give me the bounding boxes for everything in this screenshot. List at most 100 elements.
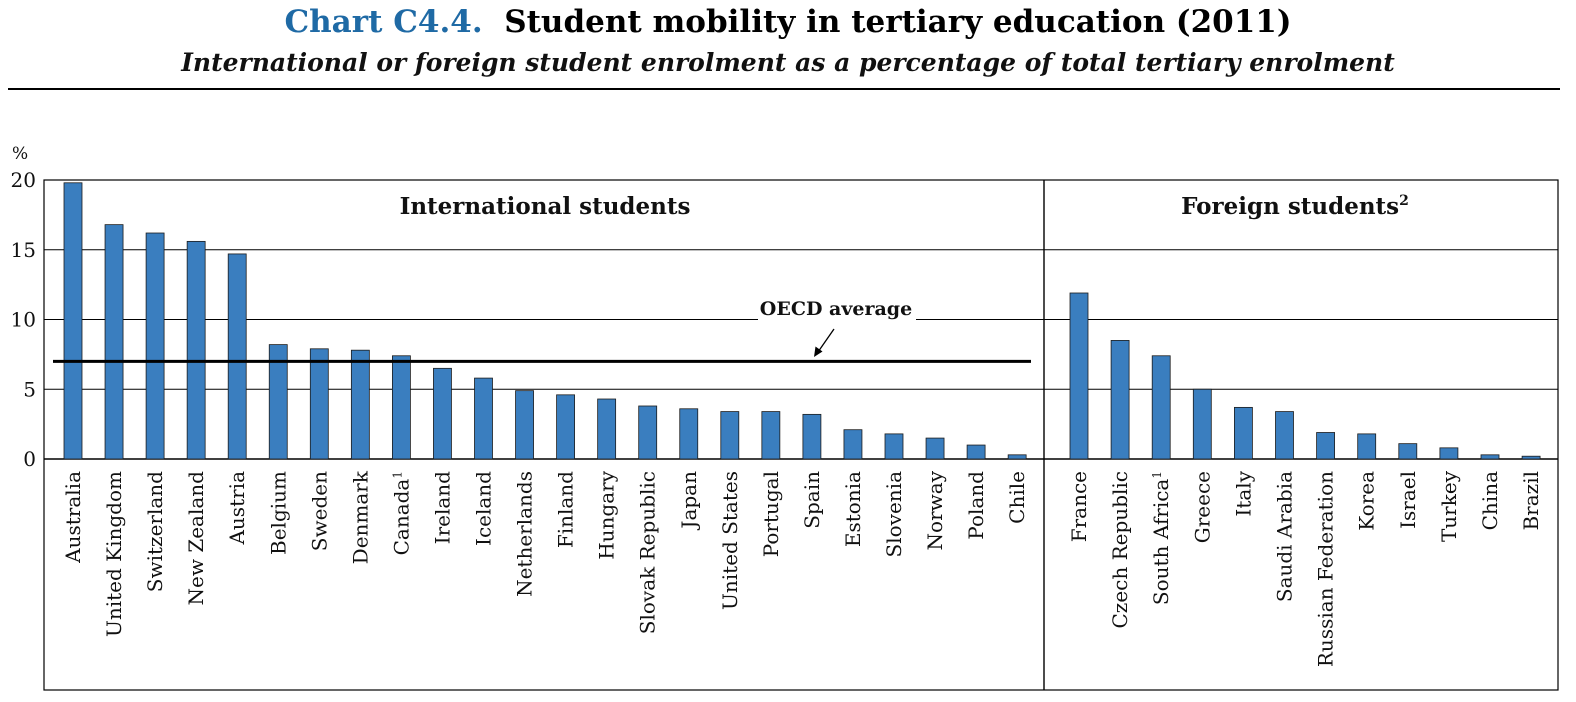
category-label: Belgium: [266, 471, 290, 555]
category-label: Netherlands: [513, 471, 537, 597]
category-label: China: [1478, 471, 1502, 530]
x-tick-label: Saudi Arabia: [1273, 471, 1297, 602]
category-label: Turkey: [1437, 470, 1461, 542]
x-tick-label: Sweden: [307, 471, 331, 551]
category-label: Austria: [225, 471, 249, 546]
x-tick-label: Chile: [1005, 471, 1029, 524]
x-tick-label: Australia: [61, 471, 85, 564]
bar: [1151, 355, 1171, 460]
category-label: Brazil: [1519, 471, 1543, 531]
oecd-average-label: OECD average: [760, 298, 912, 320]
category-label: Canada1: [389, 471, 413, 555]
bar: [925, 437, 945, 460]
category-label: Switzerland: [143, 471, 167, 592]
oecd-label-background: [758, 296, 916, 322]
x-tick-label: Belgium: [266, 471, 290, 555]
category-label: Italy: [1231, 470, 1255, 516]
x-tick-label: China: [1478, 471, 1502, 530]
bar: [679, 408, 699, 460]
x-tick-label: Poland: [964, 471, 988, 540]
y-tick-label: 0: [23, 447, 36, 471]
category-label: Hungary: [595, 470, 619, 559]
chart-number: Chart C4.4.: [284, 4, 483, 40]
chart-subtitle: International or foreign student enrolme…: [181, 48, 1395, 77]
category-label: Sweden: [307, 471, 331, 551]
category-label: Japan: [677, 471, 701, 531]
category-label: Portugal: [759, 471, 783, 557]
bar: [556, 394, 575, 460]
bar: [474, 377, 493, 460]
x-tick-label: Italy: [1231, 470, 1255, 516]
bar: [1192, 388, 1212, 460]
header-divider: [8, 88, 1560, 90]
bar: [1398, 443, 1418, 460]
bar: [145, 232, 165, 460]
bar: [1110, 340, 1130, 460]
category-label: Australia: [61, 471, 85, 564]
x-tick-label: France: [1067, 471, 1091, 542]
category-label: United States: [718, 471, 742, 610]
x-tick-label: Canada1: [389, 471, 413, 555]
category-label: Denmark: [348, 470, 372, 564]
bar: [884, 433, 904, 460]
oecd-average-arrowhead: [814, 346, 823, 357]
x-tick-label: United Kingdom: [102, 471, 126, 637]
x-tick-label: Ireland: [430, 471, 454, 544]
bar: [391, 355, 411, 460]
y-tick-label: 5: [23, 377, 36, 401]
x-tick-label: Switzerland: [143, 471, 167, 592]
category-label: Estonia: [841, 471, 865, 547]
panel-title: International students: [400, 193, 691, 220]
x-tick-label: Finland: [554, 471, 578, 548]
x-tick-label: Norway: [923, 470, 947, 550]
bar: [597, 398, 617, 460]
chart-title-text: Student mobility in tertiary education (…: [504, 4, 1292, 40]
x-tick-label: Russian Federation: [1314, 471, 1338, 667]
bar: [843, 429, 863, 460]
bar: [433, 367, 452, 460]
x-tick-label: Slovak Republic: [636, 471, 660, 634]
y-axis-unit: %: [12, 144, 28, 164]
x-tick-label: Iceland: [472, 471, 496, 546]
bar: [1357, 433, 1377, 460]
category-label: Chile: [1005, 471, 1029, 524]
plot-frame: [43, 179, 1559, 691]
category-label: Spain: [800, 471, 824, 529]
x-tick-label: Turkey: [1437, 470, 1461, 542]
y-tick-label: 20: [11, 168, 36, 192]
category-label: Czech Republic: [1108, 471, 1132, 629]
x-tick-label: Austria: [225, 471, 249, 546]
x-tick-label: Portugal: [759, 471, 783, 557]
bar: [350, 349, 370, 460]
x-tick-label: Czech Republic: [1108, 471, 1132, 629]
x-tick-label: United States: [718, 471, 742, 610]
bar: [1521, 455, 1541, 460]
chart-title: Chart C4.4. Student mobility in tertiary…: [0, 4, 1576, 40]
bar: [1316, 432, 1335, 460]
bar: [63, 182, 83, 460]
bar: [1480, 454, 1500, 460]
category-label: United Kingdom: [102, 471, 126, 637]
x-tick-label: Denmark: [348, 470, 372, 564]
bar: [227, 253, 247, 460]
category-label: New Zealand: [184, 471, 208, 606]
x-tick-label: Netherlands: [513, 471, 537, 597]
bar: [966, 444, 986, 460]
x-tick-label: South Africa1: [1149, 471, 1173, 605]
category-label: Poland: [964, 471, 988, 540]
x-tick-label: Japan: [677, 471, 701, 531]
category-label: Saudi Arabia: [1273, 471, 1297, 602]
bar: [186, 240, 206, 460]
category-label: Ireland: [430, 471, 454, 544]
category-label: Norway: [923, 470, 947, 550]
category-label: France: [1067, 471, 1091, 542]
y-tick-label: 10: [11, 308, 36, 332]
x-tick-label: Israel: [1396, 471, 1420, 529]
bar: [515, 390, 534, 460]
bar: [1439, 447, 1459, 460]
bar: [802, 413, 822, 460]
x-tick-label: Slovenia: [882, 471, 906, 558]
category-label: South Africa1: [1149, 471, 1173, 605]
bar: [268, 344, 288, 460]
x-tick-label: Hungary: [595, 470, 619, 559]
